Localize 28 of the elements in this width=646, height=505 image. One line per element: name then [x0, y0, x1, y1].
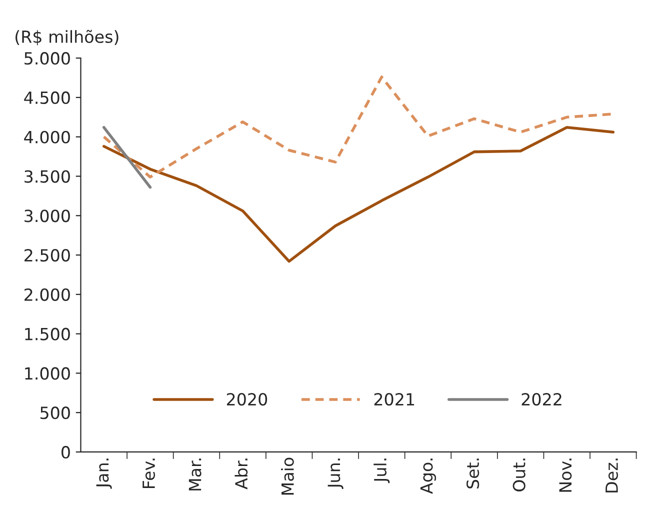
- x-tick-label: Out.: [512, 458, 526, 492]
- legend-label: 2022: [522, 392, 562, 406]
- x-tick-label: Fev.: [142, 458, 156, 488]
- y-tick-label: 2.000: [24, 288, 70, 301]
- x-tick-label: Ago.: [420, 458, 436, 494]
- x-tick-label: Abr.: [234, 458, 248, 490]
- y-tick-label: 500: [40, 406, 70, 420]
- y-tick-label: 1.500: [25, 328, 70, 340]
- legend-label: 2021: [374, 392, 414, 406]
- x-tick-label: Nov.: [559, 458, 572, 492]
- x-tick-label: Set.: [466, 458, 480, 488]
- y-tick-label: 4.500: [24, 91, 70, 104]
- y-tick-label: 4.000: [24, 130, 70, 144]
- x-tick-label: Jul.: [374, 458, 390, 484]
- line-series: [102, 126, 615, 263]
- y-tick-label: 1.000: [25, 367, 70, 380]
- y-axis-title: (R$ milhões): [16, 30, 118, 46]
- y-tick-label: 0: [62, 446, 70, 459]
- y-tick-label: 3.000: [24, 210, 70, 222]
- x-tick-label: Jun.: [328, 458, 344, 490]
- legend-label: 2020: [226, 392, 268, 406]
- x-tick-label: Jan.: [96, 458, 112, 489]
- y-tick-label: 2.500: [24, 248, 70, 262]
- y-tick-label: 3.500: [24, 170, 70, 183]
- y-tick-label: 5.000: [24, 52, 70, 65]
- x-tick-label: Maio: [281, 458, 294, 495]
- x-tick-label: Mar.: [188, 458, 202, 490]
- x-tick-label: Dez.: [606, 458, 618, 492]
